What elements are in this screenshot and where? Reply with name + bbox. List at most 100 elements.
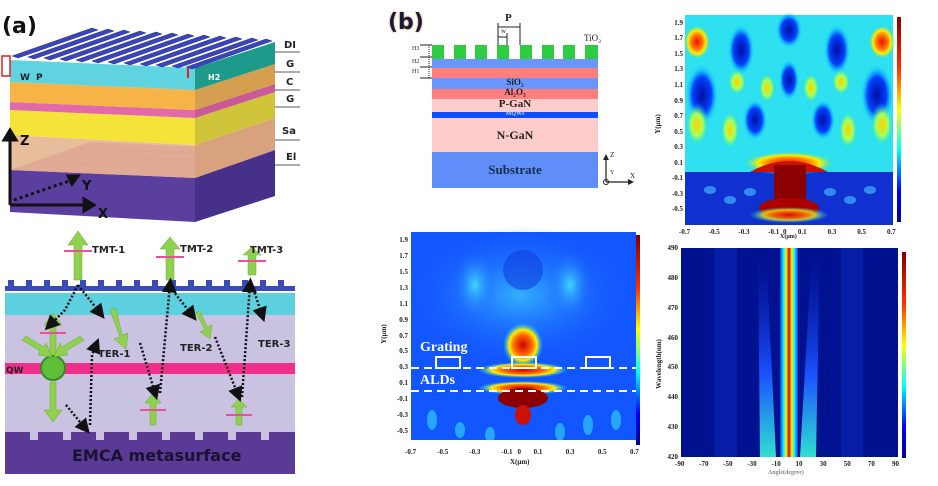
axes-3d (1, 127, 97, 214)
grating-bars (11, 27, 273, 70)
device-3d-structure: W P H2 Z Y X (1, 27, 300, 222)
layer-blue-1 (432, 59, 598, 68)
side-label-c: C (286, 77, 294, 88)
ter-2-label: TER-2 (180, 343, 213, 354)
x-tick: 0.1 (797, 228, 807, 236)
top-grating-layer (5, 293, 295, 315)
panel-b-label: (b) (388, 10, 424, 35)
qw-label: QW (6, 366, 24, 376)
top-grating-teeth (5, 286, 295, 291)
chart-near-field-grating: Grating ALDs 1.9 1.7 1.5 1.3 1.1 0.9 0.7 0.5 0.3… (360, 220, 640, 486)
sapphire-layer-side (195, 118, 275, 178)
x-tick: -10 (771, 460, 781, 468)
layer-red-1 (432, 68, 598, 78)
schematic-axes (603, 154, 634, 185)
h1-label: H1 (412, 69, 420, 75)
x-ticks-0: -0.7 -0.5 -0.3 -0.1 0 0.1 0.3 0.5 0.7 (405, 448, 639, 458)
substrate-label: Substrate (488, 162, 542, 177)
ylabel-0: Y(μm) (379, 324, 388, 344)
layer-mqws: MQWs (432, 111, 598, 118)
chart-angle-wavelength: 490 480 470 460 450 440 430 420 -90 -70 -50 -30 -10… (640, 240, 938, 486)
side-label-g1: G (286, 59, 295, 70)
pgan-layer-front (10, 82, 195, 110)
x-tick: -0.3 (469, 448, 481, 456)
polarization-arrows (40, 250, 266, 416)
heatmap-0 (405, 225, 636, 440)
tio2-grating (432, 45, 598, 59)
y-tick: 490 (667, 244, 679, 252)
y-arrow-icon (65, 174, 81, 187)
p-label: P (36, 73, 43, 83)
heatmap-0-annotations (411, 356, 636, 392)
grating-box-left (435, 356, 461, 369)
emca-notches (30, 432, 269, 440)
y-tick: 1.9 (674, 18, 683, 27)
side-lobe-right (800, 248, 820, 457)
x-tick: 0.5 (597, 448, 607, 456)
y-tick: 1.9 (399, 235, 408, 244)
x-tick: -0.5 (708, 228, 720, 236)
x-arrow-icon (628, 179, 634, 185)
x-tick: -0.5 (437, 448, 449, 456)
x-tick: 0.3 (827, 228, 837, 236)
xlabel-2: Angle(degree) (768, 470, 804, 476)
heatmap-2 (681, 248, 898, 457)
n-gan-label: N-GaN (496, 128, 534, 142)
x-tick: -30 (747, 460, 757, 468)
z-arrow-icon (603, 154, 609, 160)
x-tick: -90 (675, 460, 685, 468)
y-axis-icon (603, 179, 609, 185)
emca-block-front (10, 170, 195, 222)
schematic-x-label: X (630, 172, 636, 180)
h2-schematic-label: H2 (412, 59, 420, 65)
emission-mechanism-diagram: TMT-1 TMT-2 TMT-3 TER-1 TER-2 TER-3 QW E… (5, 230, 295, 474)
height-annotations (420, 44, 432, 79)
tmt-3-label: TMT-3 (250, 245, 283, 256)
y-tick: 420 (667, 453, 679, 461)
x-tick: 90 (892, 460, 899, 468)
z-axis-label: Z (20, 134, 29, 149)
h3-label: H3 (412, 46, 420, 52)
pgan-layer-side (195, 64, 275, 110)
x-tick: 30 (819, 460, 827, 468)
y-tick: -0.1 (671, 174, 683, 183)
side-label-g2: G (286, 94, 295, 105)
x-tick: 0.3 (565, 448, 575, 456)
x-tick: -70 (699, 460, 709, 468)
y-ticks-0: 1.9 1.7 1.5 1.3 1.1 0.9 0.7 0.5 0.3 0.1 -0.1 -0.3 -0… (390, 232, 410, 447)
y-ticks-1: 1.9 1.7 1.5 1.3 1.1 0.9 0.7 0.5 0.3 0.1 -0.1 -0.3 -0… (665, 15, 685, 225)
side-label-di: DI (284, 40, 297, 51)
emca-metasurface-label: EMCA metasurface (72, 446, 242, 465)
x-tick: -0.3 (738, 228, 750, 236)
x-ticks-2: -90 -70 -50 -30 -10 10 30 50 70 90 (675, 460, 899, 470)
colorbar-1 (897, 17, 901, 222)
xlabel-0: X(μm) (510, 458, 530, 466)
y-tick: 0.9 (674, 96, 683, 105)
y-ticks-2: 490 480 470 460 450 440 430 420 (660, 244, 680, 461)
x-tick: 10 (795, 460, 803, 468)
sapphire-layer-front (10, 135, 195, 178)
grating-box-right (585, 356, 611, 369)
y-tick: -0.3 (396, 411, 408, 420)
colorbar-2 (902, 252, 906, 458)
qw-layer-front (10, 102, 195, 118)
emitter-source-icon (40, 355, 66, 381)
side-label-el: El (286, 152, 297, 163)
x-tick: -0.1 (768, 228, 780, 236)
y-tick: -0.5 (671, 205, 683, 214)
y-tick: -0.1 (396, 395, 408, 404)
tio2-label: TiO₂ (584, 33, 602, 43)
alds-annotation: ALDs (420, 373, 456, 388)
x-tick: -0.1 (501, 448, 513, 456)
emca-block-side (195, 150, 275, 222)
side-lobe-left (758, 248, 776, 457)
x-tick: 0.7 (887, 228, 896, 236)
x-tick: -0.7 (679, 228, 691, 236)
ter-1-label: TER-1 (98, 349, 131, 360)
layer-stack-schematic: SiO₂ Al₂O₃ P-GaN MQWs N-GaN Substrate (432, 45, 598, 188)
gan-layer-front (10, 110, 195, 145)
mqws-label: MQWs (505, 111, 525, 117)
y-tick: 0.5 (674, 127, 683, 136)
y-tick: 440 (667, 393, 679, 402)
period-label: P (505, 12, 512, 24)
